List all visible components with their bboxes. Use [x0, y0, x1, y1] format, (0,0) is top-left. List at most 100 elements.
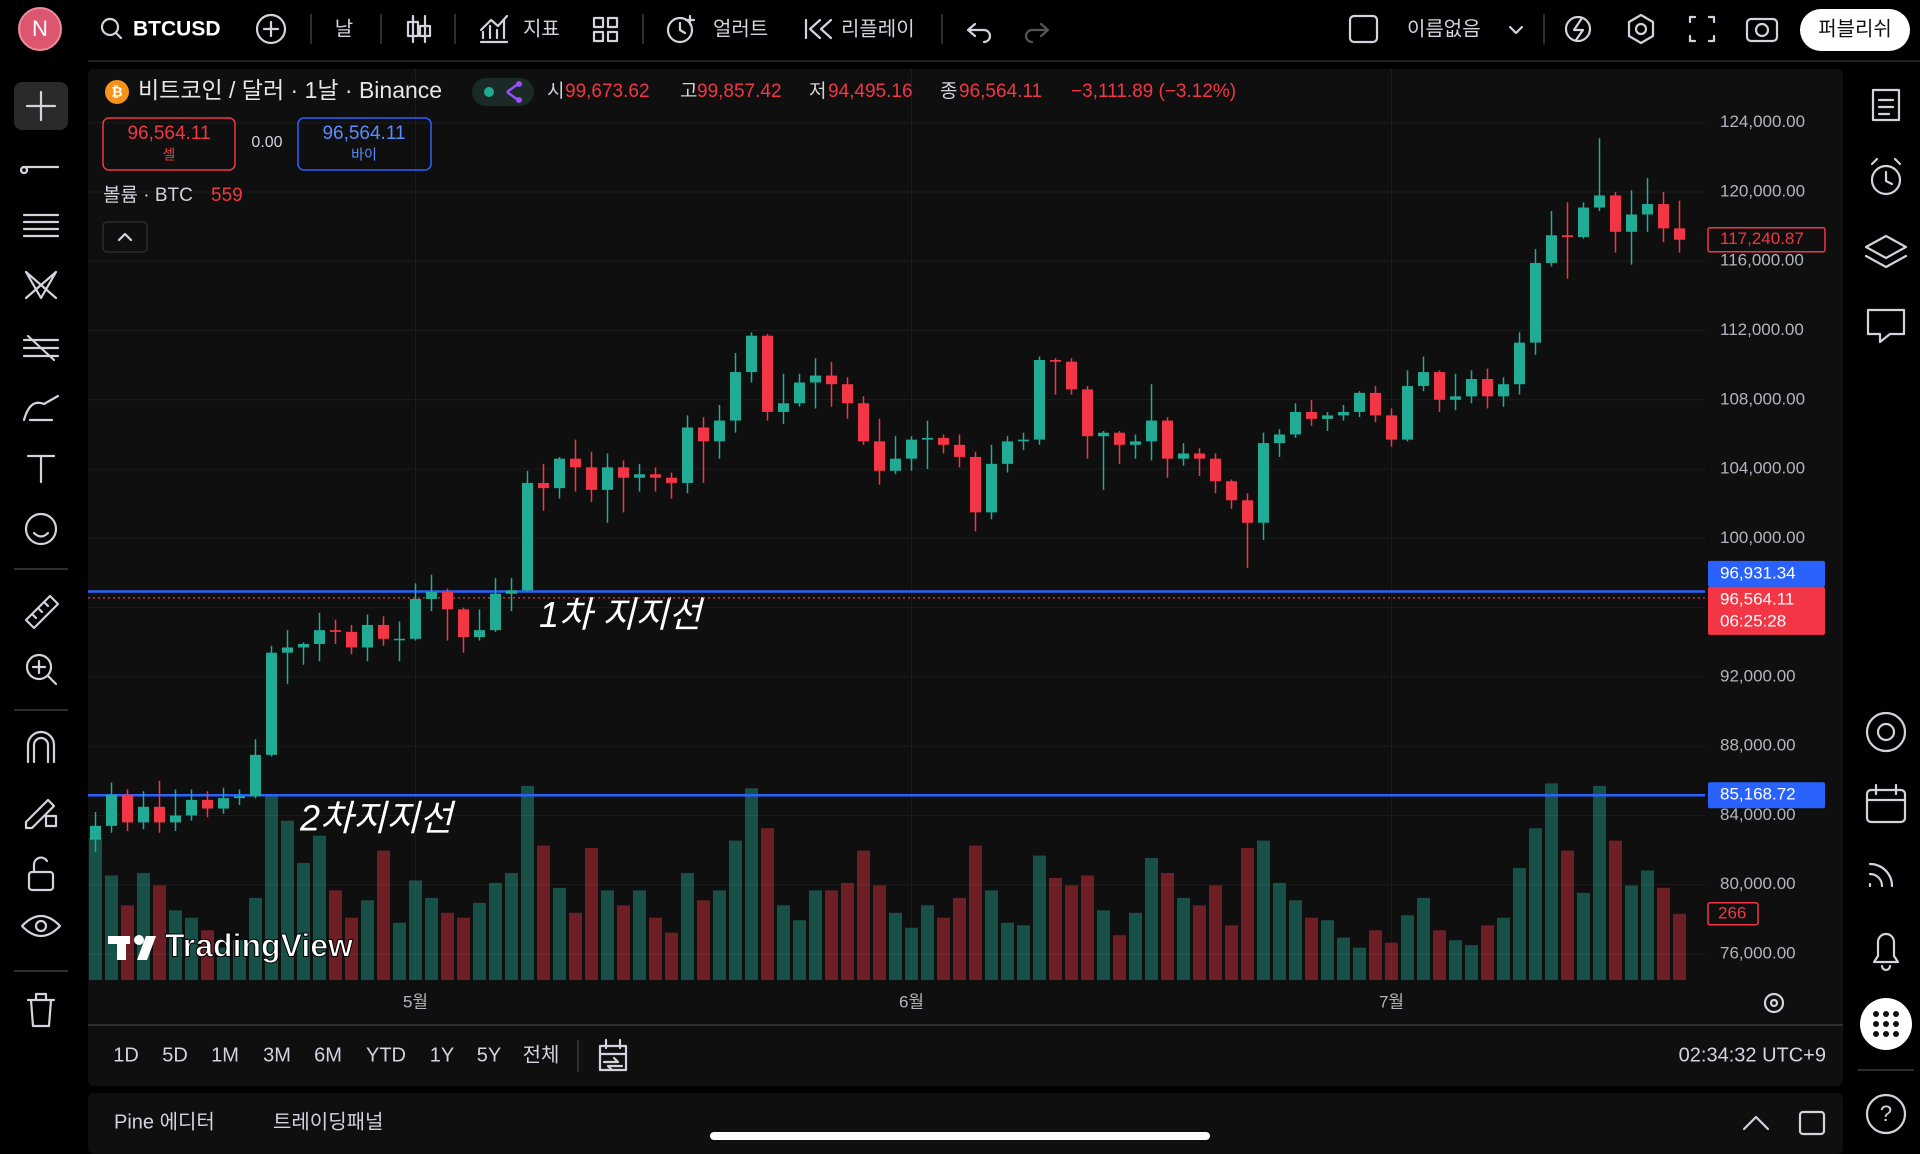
publish-button[interactable] — [1800, 9, 1910, 51]
goto-date-button[interactable] — [598, 1038, 628, 1072]
volume-bar — [745, 788, 758, 980]
layers-button[interactable] — [1864, 234, 1908, 269]
magnet-tool[interactable] — [26, 730, 56, 764]
volume-bar — [1513, 868, 1526, 980]
indicators-button[interactable]: 지표 — [523, 17, 560, 40]
volume-bar — [1385, 942, 1398, 980]
trendline-tool[interactable] — [19, 165, 60, 175]
candle-body — [586, 467, 597, 490]
range-button[interactable]: 전체 — [523, 1043, 560, 1066]
volume-bar — [841, 882, 854, 980]
fib-tool[interactable] — [22, 213, 60, 238]
hotlist-button[interactable] — [1865, 711, 1907, 753]
forecast-tool[interactable] — [22, 334, 60, 362]
status-pill[interactable] — [472, 78, 534, 106]
range-button[interactable]: 5D — [162, 1044, 188, 1066]
sell-button[interactable] — [102, 117, 236, 171]
symbol-title[interactable]: 비트코인 / 달러 · 1날 · Binance — [138, 77, 442, 103]
brush-tool[interactable] — [22, 394, 60, 422]
volume-bar — [1017, 925, 1030, 980]
alerts-button[interactable] — [1870, 164, 1902, 196]
layout-menu[interactable] — [1508, 25, 1524, 35]
axis-settings[interactable] — [1763, 992, 1785, 1014]
fullscreen-button[interactable] — [1688, 15, 1716, 43]
undo-button[interactable] — [966, 22, 992, 44]
volume-bar — [585, 848, 598, 980]
candle-body — [506, 590, 517, 594]
volume-bar — [873, 885, 886, 980]
templates-button[interactable] — [592, 16, 619, 43]
range-button[interactable]: YTD — [366, 1044, 406, 1066]
candle-body — [858, 403, 869, 442]
add-symbol[interactable] — [255, 13, 287, 45]
range-button[interactable]: 1M — [211, 1044, 239, 1066]
volume-bar — [921, 905, 934, 980]
range-button[interactable]: 5Y — [477, 1044, 501, 1066]
watchlist-button[interactable] — [1871, 88, 1901, 122]
pattern-tool[interactable] — [24, 270, 58, 300]
avatar[interactable] — [18, 7, 62, 51]
candle-body — [474, 630, 485, 638]
crosshair-tool[interactable] — [25, 90, 57, 122]
range-button[interactable]: 6M — [314, 1044, 342, 1066]
stream-button[interactable] — [1868, 862, 1894, 888]
candle-body — [746, 335, 757, 373]
volume-bar — [89, 838, 102, 980]
candle-body — [1386, 415, 1397, 440]
chart-type-button[interactable] — [406, 14, 432, 44]
ruler-tool[interactable] — [24, 594, 60, 630]
clock[interactable]: 02:34:32 UTC+9 — [1679, 1044, 1826, 1066]
replay-button[interactable]: 리플레이 — [841, 17, 915, 40]
candle-body — [906, 439, 917, 459]
candle-body — [938, 437, 949, 445]
volume-bar — [1193, 905, 1206, 980]
delete-tool[interactable] — [26, 992, 56, 1028]
settings-button[interactable] — [1627, 13, 1655, 45]
volume-bar — [1321, 920, 1334, 980]
candle-body — [1002, 441, 1013, 464]
collapse-button[interactable] — [102, 221, 148, 253]
alert-button[interactable]: 얼러트 — [713, 17, 768, 40]
candle-body — [1178, 453, 1189, 459]
range-button[interactable]: 1Y — [430, 1044, 454, 1066]
maximize-panel[interactable] — [1798, 1110, 1826, 1136]
lock-tool-glyph — [32, 856, 49, 874]
quick-search[interactable] — [1564, 15, 1592, 43]
alert-icon — [678, 14, 696, 35]
lock-draw-tool[interactable] — [24, 798, 58, 830]
candle-body — [1418, 372, 1429, 386]
zoom-tool[interactable] — [25, 653, 53, 681]
help-button[interactable] — [1865, 1093, 1907, 1135]
snapshot-icon — [1754, 22, 1770, 38]
volume-bar — [409, 880, 422, 980]
volume-bar — [1289, 900, 1302, 980]
calendar-button[interactable] — [1865, 788, 1907, 824]
candle-body — [1434, 372, 1445, 400]
icon-tool[interactable] — [24, 512, 58, 546]
lock-tool[interactable] — [27, 870, 55, 892]
panel-tab[interactable]: Pine 에디터 — [114, 1110, 215, 1133]
layout-name[interactable]: 이름없음 — [1407, 17, 1481, 40]
notifications-button[interactable] — [1872, 932, 1900, 972]
snapshot-button[interactable] — [1745, 17, 1779, 43]
candle-body — [1594, 195, 1605, 208]
candle-body — [890, 458, 901, 471]
interval-button[interactable]: 날 — [335, 17, 353, 40]
range-button[interactable]: 3M — [263, 1044, 291, 1066]
range-button[interactable]: 1D — [113, 1044, 139, 1066]
buy-button[interactable] — [297, 117, 432, 171]
y-tick-label: 124,000.00 — [1720, 112, 1805, 131]
spread: 0.00 — [251, 134, 282, 151]
panel-tab[interactable]: 트레이딩패널 — [273, 1110, 383, 1133]
chat-button[interactable] — [1866, 308, 1906, 344]
status-icon — [516, 81, 522, 87]
price-label: 96,931.34 — [1720, 563, 1796, 582]
volume-value: 559 — [211, 185, 243, 206]
redo-button[interactable] — [1024, 22, 1050, 44]
symbol-search[interactable]: BTCUSD — [133, 18, 221, 41]
text-tool[interactable] — [26, 454, 56, 484]
visibility-tool[interactable] — [20, 914, 62, 938]
volume-bar — [1305, 917, 1318, 980]
expand-panel[interactable] — [1742, 1115, 1770, 1131]
volume-bar — [681, 872, 694, 980]
